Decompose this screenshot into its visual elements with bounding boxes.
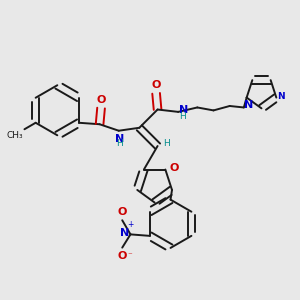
Text: O: O [170, 163, 179, 173]
Text: N: N [179, 105, 188, 116]
Text: +: + [127, 220, 133, 229]
Text: O: O [118, 251, 127, 261]
Text: N: N [120, 229, 129, 238]
Text: H: H [179, 112, 185, 121]
Text: N: N [115, 134, 124, 144]
Text: CH₃: CH₃ [6, 131, 23, 140]
Text: H: H [116, 139, 123, 148]
Text: O: O [96, 95, 106, 105]
Text: H: H [163, 139, 169, 148]
Text: O: O [118, 207, 127, 217]
Text: N: N [277, 92, 284, 100]
Text: ⁻: ⁻ [128, 251, 132, 260]
Text: N: N [244, 100, 254, 110]
Text: O: O [152, 80, 161, 90]
